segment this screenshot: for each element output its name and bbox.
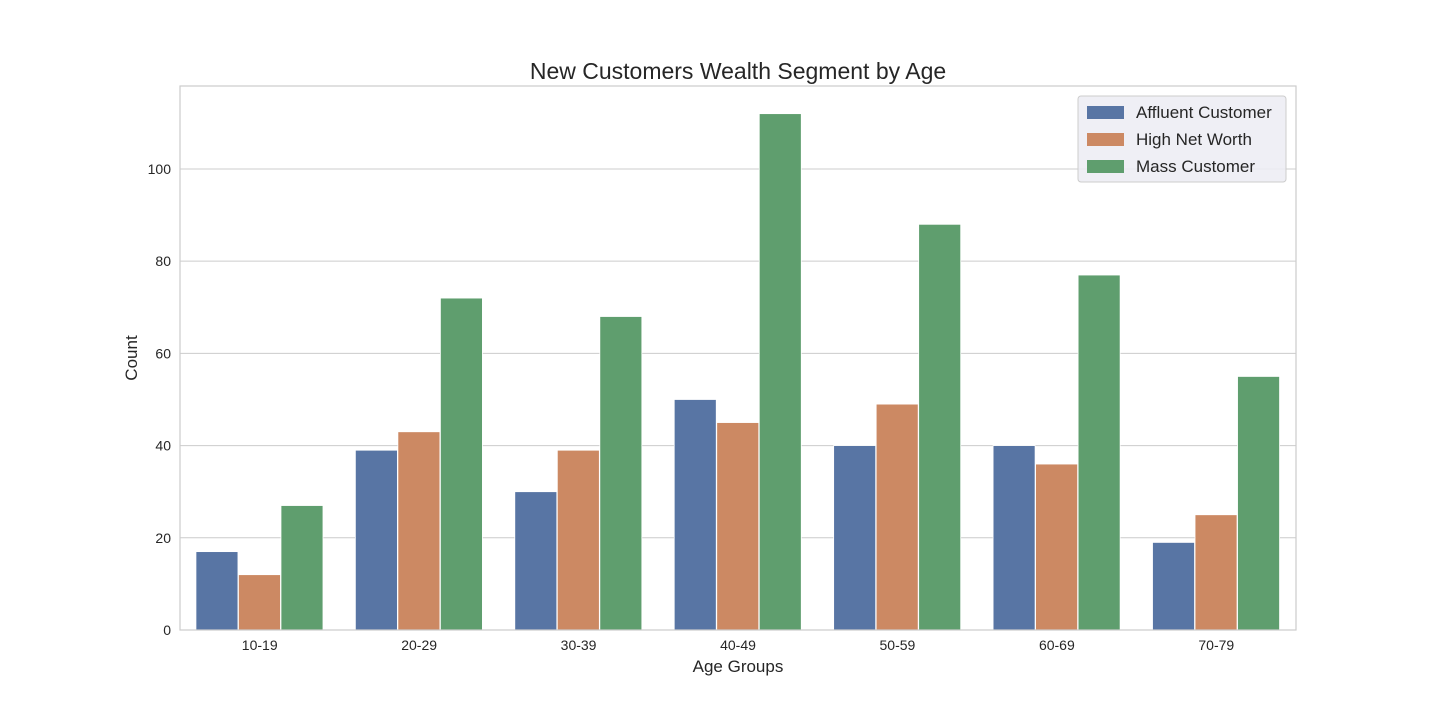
chart-title: New Customers Wealth Segment by Age [530,58,946,84]
y-tick-label: 100 [148,161,172,177]
legend-swatch-mass-customer [1087,160,1124,173]
legend-label: High Net Worth [1136,130,1252,149]
bar-affluent-customer-40-49 [673,399,717,631]
bars-layer [195,113,1280,631]
bar-mass-customer-30-39 [599,316,643,631]
bar-affluent-customer-50-59 [833,445,877,631]
x-tick-label: 40-49 [720,637,756,653]
legend-label: Mass Customer [1136,157,1255,176]
bar-affluent-customer-20-29 [354,449,398,631]
bar-mass-customer-70-79 [1237,376,1280,631]
bar-high-net-worth-50-59 [875,403,919,631]
bar-mass-customer-40-49 [758,113,802,631]
bar-high-net-worth-40-49 [716,422,760,631]
bar-mass-customer-10-19 [280,505,324,631]
bar-affluent-customer-70-79 [1152,542,1195,631]
legend-label: Affluent Customer [1136,103,1272,122]
bar-high-net-worth-30-39 [556,449,600,631]
y-axis-label: Count [122,335,141,381]
x-tick-label: 50-59 [880,637,916,653]
x-tick-label: 60-69 [1039,637,1075,653]
bar-affluent-customer-60-69 [992,445,1036,631]
bar-affluent-customer-10-19 [195,551,239,631]
x-tick-label: 10-19 [242,637,278,653]
ticks-layer: 0 20 40 60 80 100 10-19 20-29 30-39 40-49 50-59 60-… [148,161,1235,653]
x-tick-label: 20-29 [401,637,437,653]
bar-mass-customer-50-59 [918,223,962,631]
bar-affluent-customer-30-39 [514,491,558,631]
legend: Affluent Customer High Net Worth Mass Cust… [1077,95,1287,183]
bar-mass-customer-60-69 [1077,274,1121,631]
y-tick-label: 0 [163,622,171,638]
legend-box [1077,95,1287,183]
bar-high-net-worth-10-19 [238,574,281,631]
y-tick-label: 80 [155,253,171,269]
plot-frame [179,85,1297,631]
legend-swatch-high-net-worth [1087,133,1124,146]
legend-swatch-affluent-customer [1087,106,1124,119]
bar-mass-customer-20-29 [439,297,483,631]
bar-high-net-worth-20-29 [397,431,441,631]
bar-high-net-worth-70-79 [1194,514,1238,631]
y-tick-label: 40 [155,438,171,454]
y-tick-label: 60 [155,345,171,361]
x-tick-label: 70-79 [1198,637,1234,653]
bar-high-net-worth-60-69 [1035,463,1079,631]
y-tick-label: 20 [155,530,171,546]
x-axis-label: Age Groups [693,657,784,676]
x-tick-label: 30-39 [561,637,597,653]
